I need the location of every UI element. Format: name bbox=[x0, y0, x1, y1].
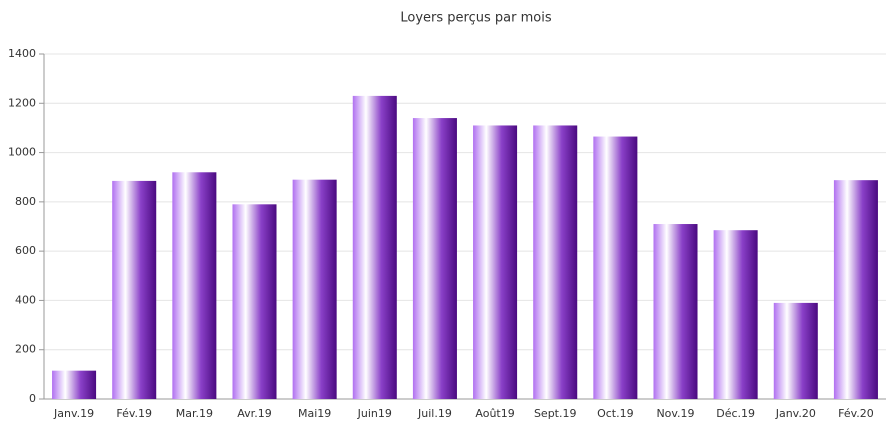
x-tick-label: Juin19 bbox=[357, 407, 392, 420]
bar bbox=[533, 125, 578, 399]
x-tick-label: Août19 bbox=[475, 407, 514, 420]
y-tick-label: 200 bbox=[15, 343, 36, 356]
y-tick-label: 800 bbox=[15, 195, 36, 208]
bar bbox=[172, 172, 217, 399]
x-tick-label: Mai19 bbox=[298, 407, 331, 420]
chart-title: Loyers perçus par mois bbox=[400, 11, 551, 26]
x-tick-label: Oct.19 bbox=[597, 407, 634, 420]
bar bbox=[833, 180, 878, 399]
bar bbox=[593, 136, 638, 399]
y-tick-label: 0 bbox=[29, 392, 36, 405]
y-tick-label: 400 bbox=[15, 293, 36, 306]
bar bbox=[653, 224, 698, 399]
bar bbox=[412, 118, 457, 400]
x-tick-label: Mar.19 bbox=[176, 407, 213, 420]
y-tick-label: 1000 bbox=[8, 146, 36, 159]
y-tick-label: 1400 bbox=[8, 47, 36, 60]
x-tick-label: Fév.19 bbox=[116, 407, 152, 420]
x-tick-label: Sept.19 bbox=[534, 407, 577, 420]
x-tick-label: Nov.19 bbox=[656, 407, 694, 420]
bar bbox=[112, 180, 157, 399]
x-tick-label: Fév.20 bbox=[838, 407, 874, 420]
y-tick-label: 600 bbox=[15, 244, 36, 257]
y-tick-label: 1200 bbox=[8, 96, 36, 109]
bar bbox=[232, 204, 277, 399]
bar bbox=[773, 302, 818, 399]
x-tick-label: Janv.20 bbox=[775, 407, 816, 420]
x-tick-label: Avr.19 bbox=[237, 407, 271, 420]
bar bbox=[52, 370, 97, 399]
x-tick-label: Déc.19 bbox=[716, 407, 755, 420]
bar bbox=[713, 230, 758, 399]
x-tick-label: Janv.19 bbox=[53, 407, 94, 420]
x-tick-label: Juil.19 bbox=[417, 407, 452, 420]
bar bbox=[292, 179, 337, 399]
bar bbox=[352, 95, 397, 400]
bar bbox=[473, 125, 518, 399]
